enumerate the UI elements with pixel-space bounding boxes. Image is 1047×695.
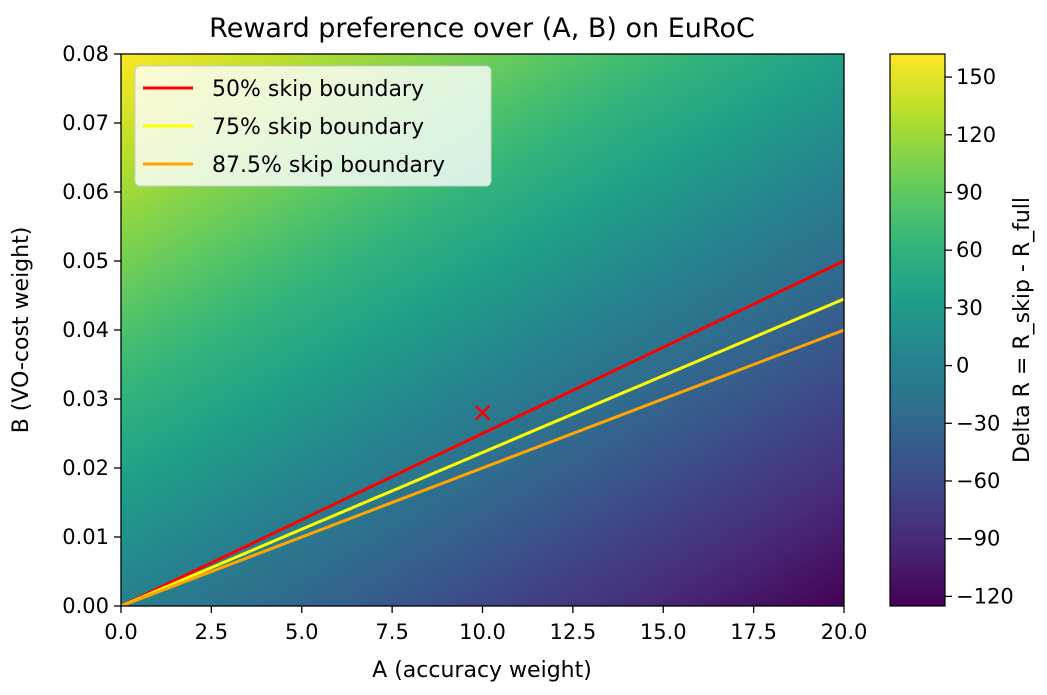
y-tick-label: 0.06: [62, 180, 109, 204]
x-axis-label: A (accuracy weight): [372, 658, 592, 683]
colorbar-tick-label: 120: [956, 123, 996, 147]
x-tick-label: 10.0: [459, 620, 506, 644]
chart-title: Reward preference over (A, B) on EuRoC: [209, 13, 755, 44]
marker-group: [474, 404, 491, 421]
y-axis-label: B (VO-cost weight): [9, 227, 34, 434]
legend-box: [134, 65, 492, 187]
y-tick-label: 0.03: [62, 387, 109, 411]
colorbar-tick-label: −60: [956, 469, 1000, 493]
colorbar-tick-label: −90: [956, 527, 1000, 551]
x-tick-label: 12.5: [549, 620, 596, 644]
x-tick-label: 17.5: [730, 620, 777, 644]
y-tick-label: 0.00: [62, 594, 109, 618]
legend: 50% skip boundary 75% skip boundary 87.5% …: [134, 65, 492, 187]
colorbar-tick-label: 90: [956, 180, 983, 204]
x-tick-label: 5.0: [285, 620, 318, 644]
x-tick-label: 7.5: [375, 620, 408, 644]
y-axis-ticks: 0.00 0.01 0.02 0.03 0.04 0.05 0.06 0.07 0.08: [62, 42, 121, 618]
legend-label-3: 87.5% skip boundary: [212, 153, 445, 178]
x-tick-label: 2.5: [195, 620, 228, 644]
legend-label-1: 50% skip boundary: [212, 77, 424, 102]
boundary-line-3: [121, 328, 844, 606]
colorbar-tick-label: −30: [956, 411, 1000, 435]
colorbar-tick-label: 0: [956, 354, 969, 378]
y-tick-label: 0.08: [62, 42, 109, 66]
colorbar-tick-label: 150: [956, 65, 996, 89]
colorbar-ticks: 150 120 90 60 30 0 −30 −60 −90 −120: [945, 65, 1014, 608]
x-axis-ticks: 0.0 2.5 5.0 7.5 10.0 12.5 15.0 17.5 20.0: [104, 606, 867, 644]
y-tick-label: 0.07: [62, 111, 109, 135]
colorbar-frame: [889, 53, 946, 607]
marker-x-stroke-2: [474, 404, 491, 421]
colorbar-label: Delta R = R_skip - R_full: [1010, 197, 1035, 463]
x-tick-label: 15.0: [640, 620, 687, 644]
y-tick-label: 0.05: [62, 249, 109, 273]
colorbar-tick-label: −120: [956, 584, 1014, 608]
colorbar-tick-label: 30: [956, 296, 983, 320]
boundary-line-1: [121, 259, 844, 606]
y-tick-label: 0.02: [62, 456, 109, 480]
boundary-lines: [121, 259, 844, 606]
boundary-line-2: [121, 297, 844, 606]
y-tick-label: 0.01: [62, 525, 109, 549]
x-tick-label: 0.0: [104, 620, 137, 644]
legend-label-2: 75% skip boundary: [212, 115, 424, 140]
colorbar-tick-label: 60: [956, 238, 983, 262]
colorbar: [890, 54, 945, 606]
y-tick-label: 0.04: [62, 318, 109, 342]
x-tick-label: 20.0: [821, 620, 868, 644]
